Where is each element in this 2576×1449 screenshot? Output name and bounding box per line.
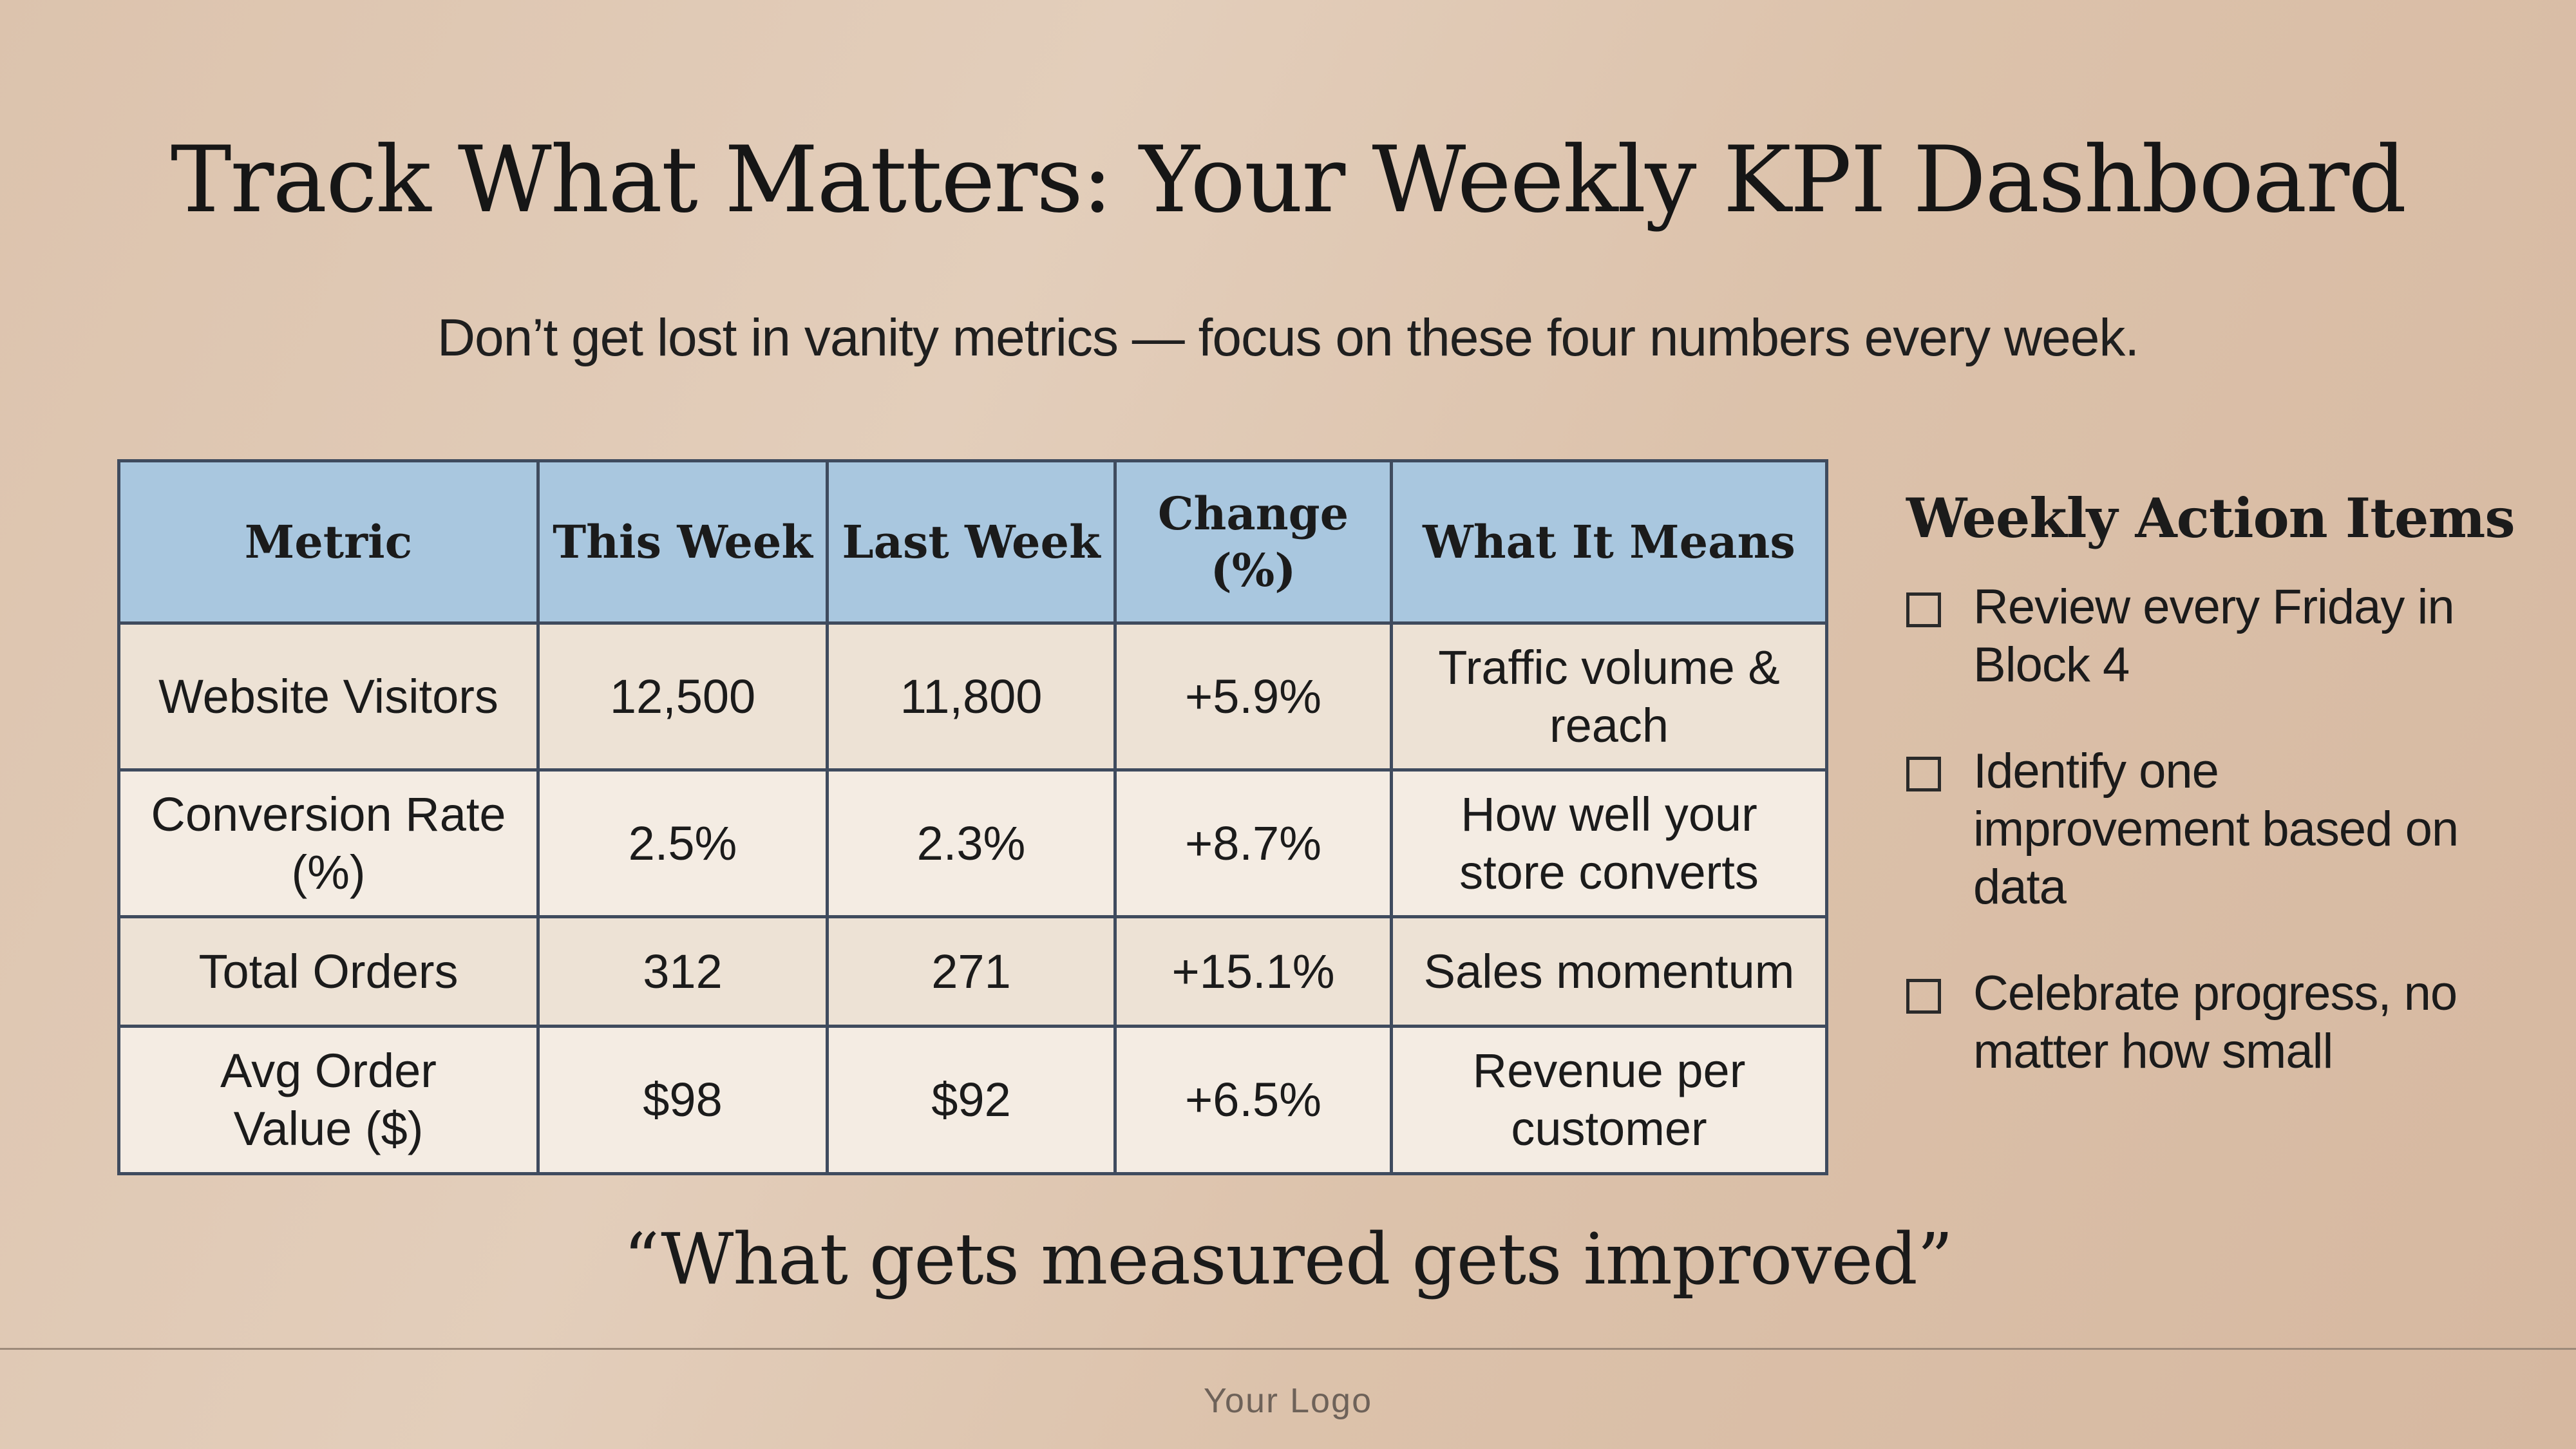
table-row: Website Visitors 12,500 11,800 +5.9% Tra… (117, 621, 1828, 772)
change-cell: +8.7% (1113, 768, 1393, 918)
page-subtitle: Don’t get lost in vanity metrics — focus… (437, 308, 2139, 367)
quote: “What gets measured gets improved” (623, 1218, 1953, 1300)
last-week-cell: $92 (826, 1025, 1117, 1175)
column-header-metric: Metric (117, 459, 540, 625)
table-header-row: Metric This Week Last Week Change (%) Wh… (117, 459, 1828, 625)
action-item-label: Celebrate progress, no matter how small (1973, 966, 2458, 1079)
this-week-cell: 2.5% (536, 768, 829, 918)
action-item-label: Identify one improvement based on data (1973, 744, 2459, 914)
last-week-cell: 11,800 (826, 621, 1117, 772)
this-week-cell: $98 (536, 1025, 829, 1175)
column-header-last-week: Last Week (826, 459, 1117, 625)
page-title: Track What Matters: Your Weekly KPI Dash… (170, 127, 2407, 233)
action-items-title: Weekly Action Items (1906, 486, 2515, 550)
action-items-panel: Weekly Action Items Review every Friday … (1906, 483, 2550, 1129)
action-item: Celebrate progress, no matter how small (1906, 965, 2550, 1081)
change-cell: +15.1% (1113, 915, 1393, 1028)
checkbox[interactable] (1906, 979, 1941, 1014)
action-item-label: Review every Friday in Block 4 (1973, 580, 2455, 692)
change-cell: +6.5% (1113, 1025, 1393, 1175)
column-header-this-week: This Week (536, 459, 829, 625)
last-week-cell: 2.3% (826, 768, 1117, 918)
action-item: Review every Friday in Block 4 (1906, 578, 2550, 694)
meaning-cell: Sales momentum (1390, 915, 1828, 1028)
metric-cell: Conversion Rate (%) (117, 768, 540, 918)
last-week-cell: 271 (826, 915, 1117, 1028)
table-row: Conversion Rate (%) 2.5% 2.3% +8.7% How … (117, 768, 1828, 918)
metric-cell: Avg Order Value ($) (117, 1025, 540, 1175)
table-row: Total Orders 312 271 +15.1% Sales moment… (117, 915, 1828, 1028)
change-cell: +5.9% (1113, 621, 1393, 772)
checkbox[interactable] (1906, 592, 1941, 627)
meaning-cell: Revenue per customer (1390, 1025, 1828, 1175)
checkbox[interactable] (1906, 757, 1941, 791)
meaning-cell: How well your store converts (1390, 768, 1828, 918)
this-week-cell: 12,500 (536, 621, 829, 772)
action-item: Identify one improvement based on data (1906, 743, 2550, 916)
footer-divider (0, 1348, 2576, 1350)
kpi-table: Metric This Week Last Week Change (%) Wh… (117, 459, 1828, 1175)
metric-cell: Total Orders (117, 915, 540, 1028)
column-header-change: Change (%) (1113, 459, 1393, 625)
metric-cell: Website Visitors (117, 621, 540, 772)
column-header-what-it-means: What It Means (1390, 459, 1828, 625)
this-week-cell: 312 (536, 915, 829, 1028)
logo: Your Logo (1203, 1381, 1373, 1420)
table-row: Avg Order Value ($) $98 $92 +6.5% Revenu… (117, 1025, 1828, 1175)
meaning-cell: Traffic volume & reach (1390, 621, 1828, 772)
